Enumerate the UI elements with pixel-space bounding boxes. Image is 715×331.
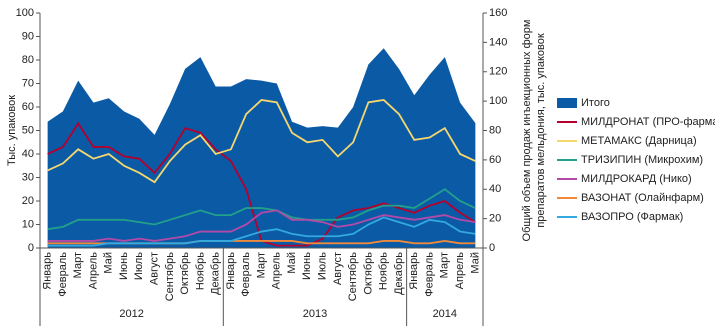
year-label: 2012 — [119, 308, 143, 320]
y2-tick-label: 140 — [489, 36, 507, 48]
y2-tick-label: 60 — [489, 154, 501, 166]
year-label: 2013 — [303, 308, 327, 320]
x-tick-label: Март — [255, 252, 267, 278]
x-tick-label: Апрель — [87, 252, 99, 290]
x-tick-label: Апрель — [271, 252, 283, 290]
legend-swatch — [557, 98, 577, 108]
x-tick-label: Октябрь — [362, 252, 374, 295]
y2-tick-label: 100 — [489, 95, 507, 107]
y-axis-title: Тыс. упаковок — [6, 95, 18, 166]
x-tick-label: Май — [103, 252, 115, 274]
x-tick-label: Сентябрь — [164, 252, 176, 302]
x-tick-label: Ноябрь — [194, 252, 206, 290]
x-tick-label: Апрель — [454, 252, 466, 290]
x-tick-label: Май — [286, 252, 298, 274]
y2-tick-label: 0 — [489, 242, 495, 254]
y-tick-label: 100 — [16, 7, 34, 19]
legend-label: ТРИЗИПИН (Микрохим) — [581, 154, 703, 166]
x-tick-label: Январь — [42, 252, 54, 290]
y2-tick-label: 80 — [489, 124, 501, 136]
x-tick-label: Сентябрь — [347, 252, 359, 302]
line — [47, 98, 476, 184]
y2-tick-label: 40 — [489, 183, 501, 195]
y-tick-label: 90 — [22, 30, 34, 42]
legend-label: Итого — [581, 97, 610, 109]
y-tick-label: 40 — [22, 148, 34, 160]
x-tick-label: Март — [72, 252, 84, 278]
x-tick-label: Август — [148, 252, 160, 285]
y2-tick-label: 20 — [489, 213, 501, 225]
year-label: 2014 — [433, 308, 457, 320]
x-tick-label: Декабрь — [393, 252, 405, 295]
line — [47, 216, 476, 247]
x-tick-label: Май — [469, 252, 481, 274]
y-tick-label: 10 — [22, 218, 34, 230]
x-tick-label: Январь — [408, 252, 420, 290]
x-tick-label: Октябрь — [179, 252, 191, 295]
x-tick-label: Июль — [133, 252, 145, 280]
legend-label: ВАЗОПРО (Фармак) — [581, 211, 683, 223]
legend-label: МИЛДРОНАТ (ПРО-фарма) — [581, 116, 715, 128]
x-tick-label: Ноябрь — [378, 252, 390, 290]
y-tick-label: 60 — [22, 101, 34, 113]
x-tick-label: Август — [332, 252, 344, 285]
y-tick-label: 50 — [22, 124, 34, 136]
area — [47, 48, 476, 248]
x-tick-label: Март — [439, 252, 451, 278]
y2-axis-title: препаратов мельдония, тыс. упаковок — [535, 33, 547, 228]
x-tick-label: Февраль — [423, 252, 435, 297]
y-tick-label: 70 — [22, 77, 34, 89]
legend-label: ВАЗОНАТ (Олайнфарм) — [581, 192, 704, 204]
x-tick-label: Июнь — [118, 252, 130, 280]
legend-label: МЕТАМАКС (Дарница) — [581, 135, 697, 147]
y-tick-label: 0 — [28, 242, 34, 254]
y-tick-label: 80 — [22, 54, 34, 66]
x-tick-label: Февраль — [57, 252, 69, 297]
y2-tick-label: 120 — [489, 66, 507, 78]
y2-tick-label: 160 — [489, 7, 507, 19]
x-tick-label: Июнь — [301, 252, 313, 280]
y-tick-label: 20 — [22, 195, 34, 207]
legend-label: МИЛДРОКАРД (Нико) — [581, 173, 692, 185]
y2-axis-title: Общий объем продаж инъекционных форм — [521, 20, 533, 242]
x-tick-label: Декабрь — [210, 252, 222, 295]
x-tick-label: Июль — [317, 252, 329, 280]
y-tick-label: 30 — [22, 171, 34, 183]
line — [47, 188, 476, 231]
line — [47, 209, 476, 242]
x-tick-label: Февраль — [240, 252, 252, 297]
x-tick-label: Январь — [225, 252, 237, 290]
